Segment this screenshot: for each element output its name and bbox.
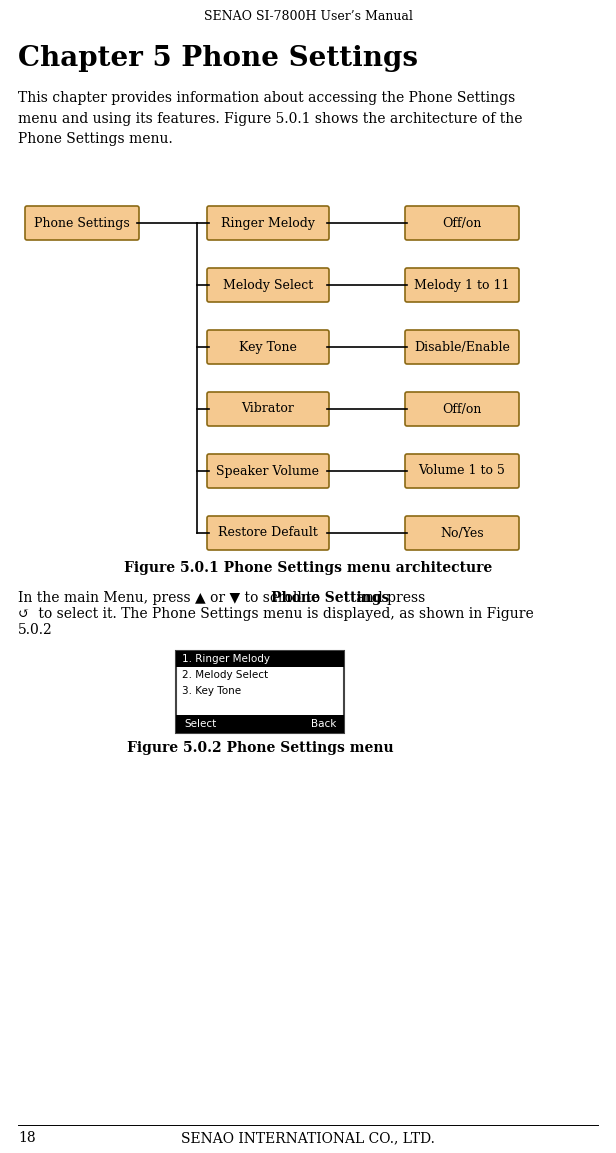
Bar — [176, 651, 344, 733]
Text: Key Tone: Key Tone — [239, 340, 297, 354]
Text: 18: 18 — [18, 1131, 36, 1145]
FancyBboxPatch shape — [405, 206, 519, 240]
Text: Chapter 5 Phone Settings: Chapter 5 Phone Settings — [18, 45, 418, 71]
Text: In the main Menu, press ▲ or ▼ to scroll to: In the main Menu, press ▲ or ▼ to scroll… — [18, 591, 325, 605]
FancyBboxPatch shape — [405, 267, 519, 302]
Text: SENAO INTERNATIONAL CO., LTD.: SENAO INTERNATIONAL CO., LTD. — [181, 1131, 435, 1145]
Text: Ringer Melody: Ringer Melody — [221, 217, 315, 229]
FancyBboxPatch shape — [405, 517, 519, 550]
Text: This chapter provides information about accessing the Phone Settings
menu and us: This chapter provides information about … — [18, 91, 522, 146]
FancyBboxPatch shape — [207, 517, 329, 550]
Bar — [176, 715, 344, 733]
Text: Phone Settings: Phone Settings — [271, 591, 389, 605]
Text: Melody 1 to 11: Melody 1 to 11 — [414, 279, 510, 292]
Text: Figure 5.0.2 Phone Settings menu: Figure 5.0.2 Phone Settings menu — [127, 741, 393, 755]
Text: Disable/Enable: Disable/Enable — [414, 340, 510, 354]
FancyBboxPatch shape — [207, 206, 329, 240]
Text: No/Yes: No/Yes — [440, 527, 484, 540]
Text: Off/on: Off/on — [442, 217, 482, 229]
FancyBboxPatch shape — [405, 330, 519, 364]
Text: 2. Melody Select: 2. Melody Select — [182, 670, 268, 680]
Text: Off/on: Off/on — [442, 402, 482, 415]
FancyBboxPatch shape — [207, 392, 329, 425]
FancyBboxPatch shape — [405, 454, 519, 488]
Text: SENAO SI-7800H User’s Manual: SENAO SI-7800H User’s Manual — [203, 10, 413, 23]
Bar — [176, 651, 344, 666]
Text: 1. Ringer Melody: 1. Ringer Melody — [182, 654, 270, 664]
Text: Select: Select — [184, 719, 216, 729]
Text: Speaker Volume: Speaker Volume — [216, 465, 320, 477]
FancyBboxPatch shape — [207, 330, 329, 364]
Text: Vibrator: Vibrator — [241, 402, 294, 415]
Text: Melody Select: Melody Select — [223, 279, 313, 292]
Text: Figure 5.0.1 Phone Settings menu architecture: Figure 5.0.1 Phone Settings menu archite… — [124, 562, 492, 575]
Text: Phone Settings: Phone Settings — [34, 217, 130, 229]
FancyBboxPatch shape — [405, 392, 519, 425]
FancyBboxPatch shape — [207, 454, 329, 488]
Text: and press: and press — [352, 591, 425, 605]
Text: Restore Default: Restore Default — [218, 527, 318, 540]
Text: 3. Key Tone: 3. Key Tone — [182, 686, 241, 696]
FancyBboxPatch shape — [25, 206, 139, 240]
Text: 5.0.2: 5.0.2 — [18, 623, 53, 636]
Text: ↺  to select it. The Phone Settings menu is displayed, as shown in Figure: ↺ to select it. The Phone Settings menu … — [18, 606, 533, 621]
Text: Back: Back — [310, 719, 336, 729]
FancyBboxPatch shape — [207, 267, 329, 302]
Text: Volume 1 to 5: Volume 1 to 5 — [418, 465, 506, 477]
